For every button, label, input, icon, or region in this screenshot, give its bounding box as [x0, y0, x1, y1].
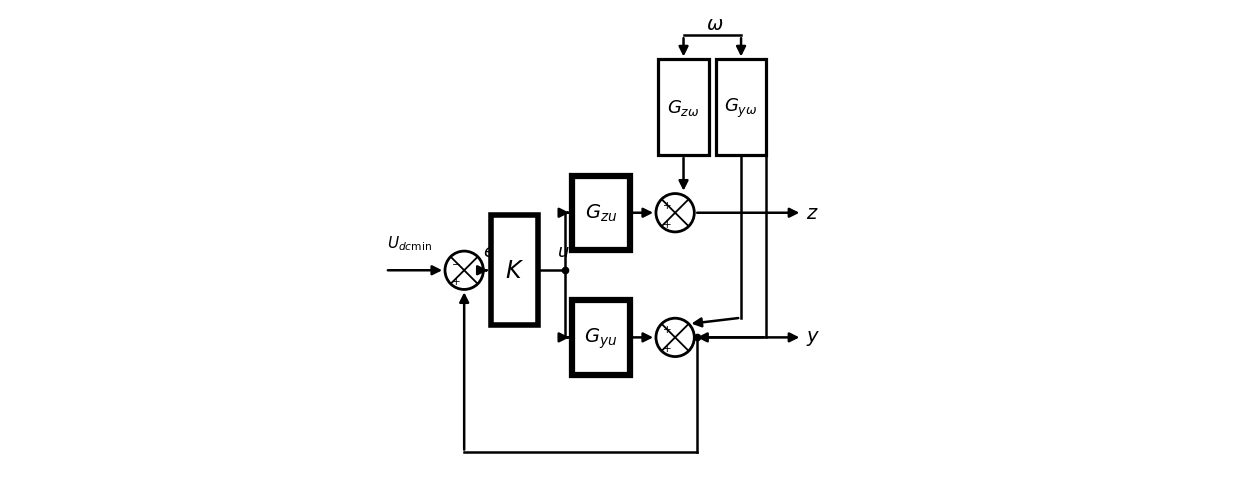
FancyBboxPatch shape	[572, 176, 630, 250]
Text: $e$: $e$	[484, 242, 496, 260]
FancyBboxPatch shape	[572, 301, 630, 375]
Text: $\omega$: $\omega$	[706, 15, 723, 34]
Text: $G_{yu}$: $G_{yu}$	[584, 325, 618, 350]
FancyBboxPatch shape	[715, 60, 766, 156]
Text: $+$: $+$	[662, 343, 671, 354]
Text: $z$: $z$	[806, 204, 818, 223]
Text: $G_{y\omega}$: $G_{y\omega}$	[724, 96, 758, 120]
Text: $K$: $K$	[505, 259, 525, 283]
Text: $+$: $+$	[451, 276, 460, 287]
Text: $+$: $+$	[662, 218, 671, 229]
Text: $-$: $-$	[450, 257, 460, 267]
Text: $+$: $+$	[662, 199, 671, 210]
FancyBboxPatch shape	[658, 60, 709, 156]
FancyBboxPatch shape	[491, 216, 538, 326]
Text: $+$: $+$	[662, 324, 671, 334]
Text: $u$: $u$	[557, 242, 569, 260]
Text: $y$: $y$	[806, 328, 821, 347]
Text: $U_{dc\mathrm{min}}$: $U_{dc\mathrm{min}}$	[387, 234, 433, 253]
Text: $G_{zu}$: $G_{zu}$	[585, 203, 618, 224]
Text: $G_{z\omega}$: $G_{z\omega}$	[667, 98, 699, 118]
